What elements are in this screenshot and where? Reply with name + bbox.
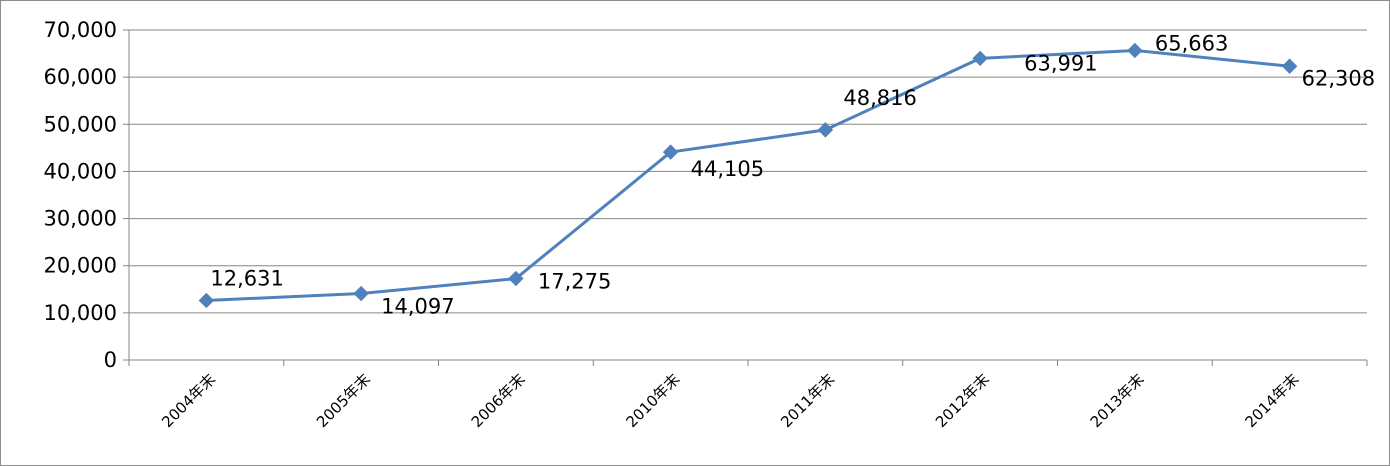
data-point-3 [662,144,679,160]
y-tick-label-5: 50,000 [44,112,117,136]
data-label-5: 63,991 [1024,51,1097,75]
x-tick-label-2: 2006年末 [468,370,529,431]
data-point-5 [972,50,988,67]
data-point-4 [817,122,834,138]
axes [123,29,1368,366]
x-tick-label-3: 2010年末 [623,370,684,431]
y-axis-tick-labels: 0 10,000 20,000 30,000 40,000 50,000 60,000 70,… [44,18,117,372]
y-tick-label-3: 30,000 [44,207,117,231]
y-tick-label-4: 40,000 [44,159,117,183]
series-line [206,48,1290,302]
y-tick-label-7: 70,000 [44,18,117,42]
y-tick-label-6: 60,000 [44,65,117,89]
data-label-7: 62,308 [1302,66,1375,90]
data-label-6: 65,663 [1155,31,1228,55]
data-labels: 12,631 14,097 17,275 44,105 48,816 63,991 65,6… [210,31,1375,318]
y-tick-label-2: 20,000 [44,254,117,278]
x-tick-label-6: 2013年末 [1087,370,1148,431]
x-tick-label-1: 2005年末 [313,370,374,431]
data-point-1 [353,285,369,302]
series-line-layer [206,48,1290,302]
data-label-4: 48,816 [843,86,916,110]
data-markers [198,42,1298,309]
data-label-0: 12,631 [210,266,283,290]
x-axis-tick-labels: 2004年末 2005年末 2006年末 2010年末 2011年末 2012年末 2013… [158,370,1302,431]
x-tick-label-0: 2004年末 [158,370,219,431]
data-label-3: 44,105 [691,157,764,181]
data-label-1: 14,097 [381,295,454,319]
x-tick-label-5: 2012年末 [932,370,993,431]
x-tick-label-4: 2011年末 [777,370,838,431]
data-point-2 [508,270,524,287]
y-tick-label-0: 0 [104,348,117,372]
gridlines [129,29,1367,314]
data-point-7 [1281,58,1298,74]
x-tick-label-7: 2014年末 [1242,370,1303,431]
data-label-2: 17,275 [538,270,611,294]
y-tick-label-1: 10,000 [44,301,117,325]
data-point-0 [198,292,215,309]
data-point-6 [1127,42,1143,59]
